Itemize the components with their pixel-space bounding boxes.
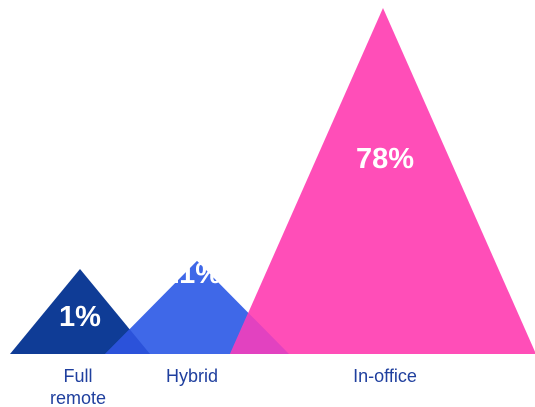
chart-marks — [10, 8, 535, 354]
overlap-full-remote-hybrid — [105, 329, 150, 354]
category-label-line: In-office — [353, 366, 417, 386]
category-label-full-remote: Full remote — [50, 366, 106, 407]
triangle-full-remote — [10, 269, 150, 354]
value-label-in-office: 78% — [356, 143, 414, 175]
category-label-line: Hybrid — [166, 366, 218, 386]
category-label-in-office: In-office — [353, 366, 417, 386]
triangle-in-office — [230, 8, 535, 354]
category-label-line: remote — [50, 388, 106, 407]
value-label-hybrid: 21% — [163, 258, 221, 290]
overlap-hybrid-in-office — [230, 312, 289, 354]
value-label-full-remote: 1% — [59, 301, 101, 333]
chart-labels: 1% 21% 78% Full remote Hybrid In-office — [50, 143, 417, 407]
category-label-hybrid: Hybrid — [166, 366, 218, 386]
category-label-line: Full — [63, 366, 92, 386]
